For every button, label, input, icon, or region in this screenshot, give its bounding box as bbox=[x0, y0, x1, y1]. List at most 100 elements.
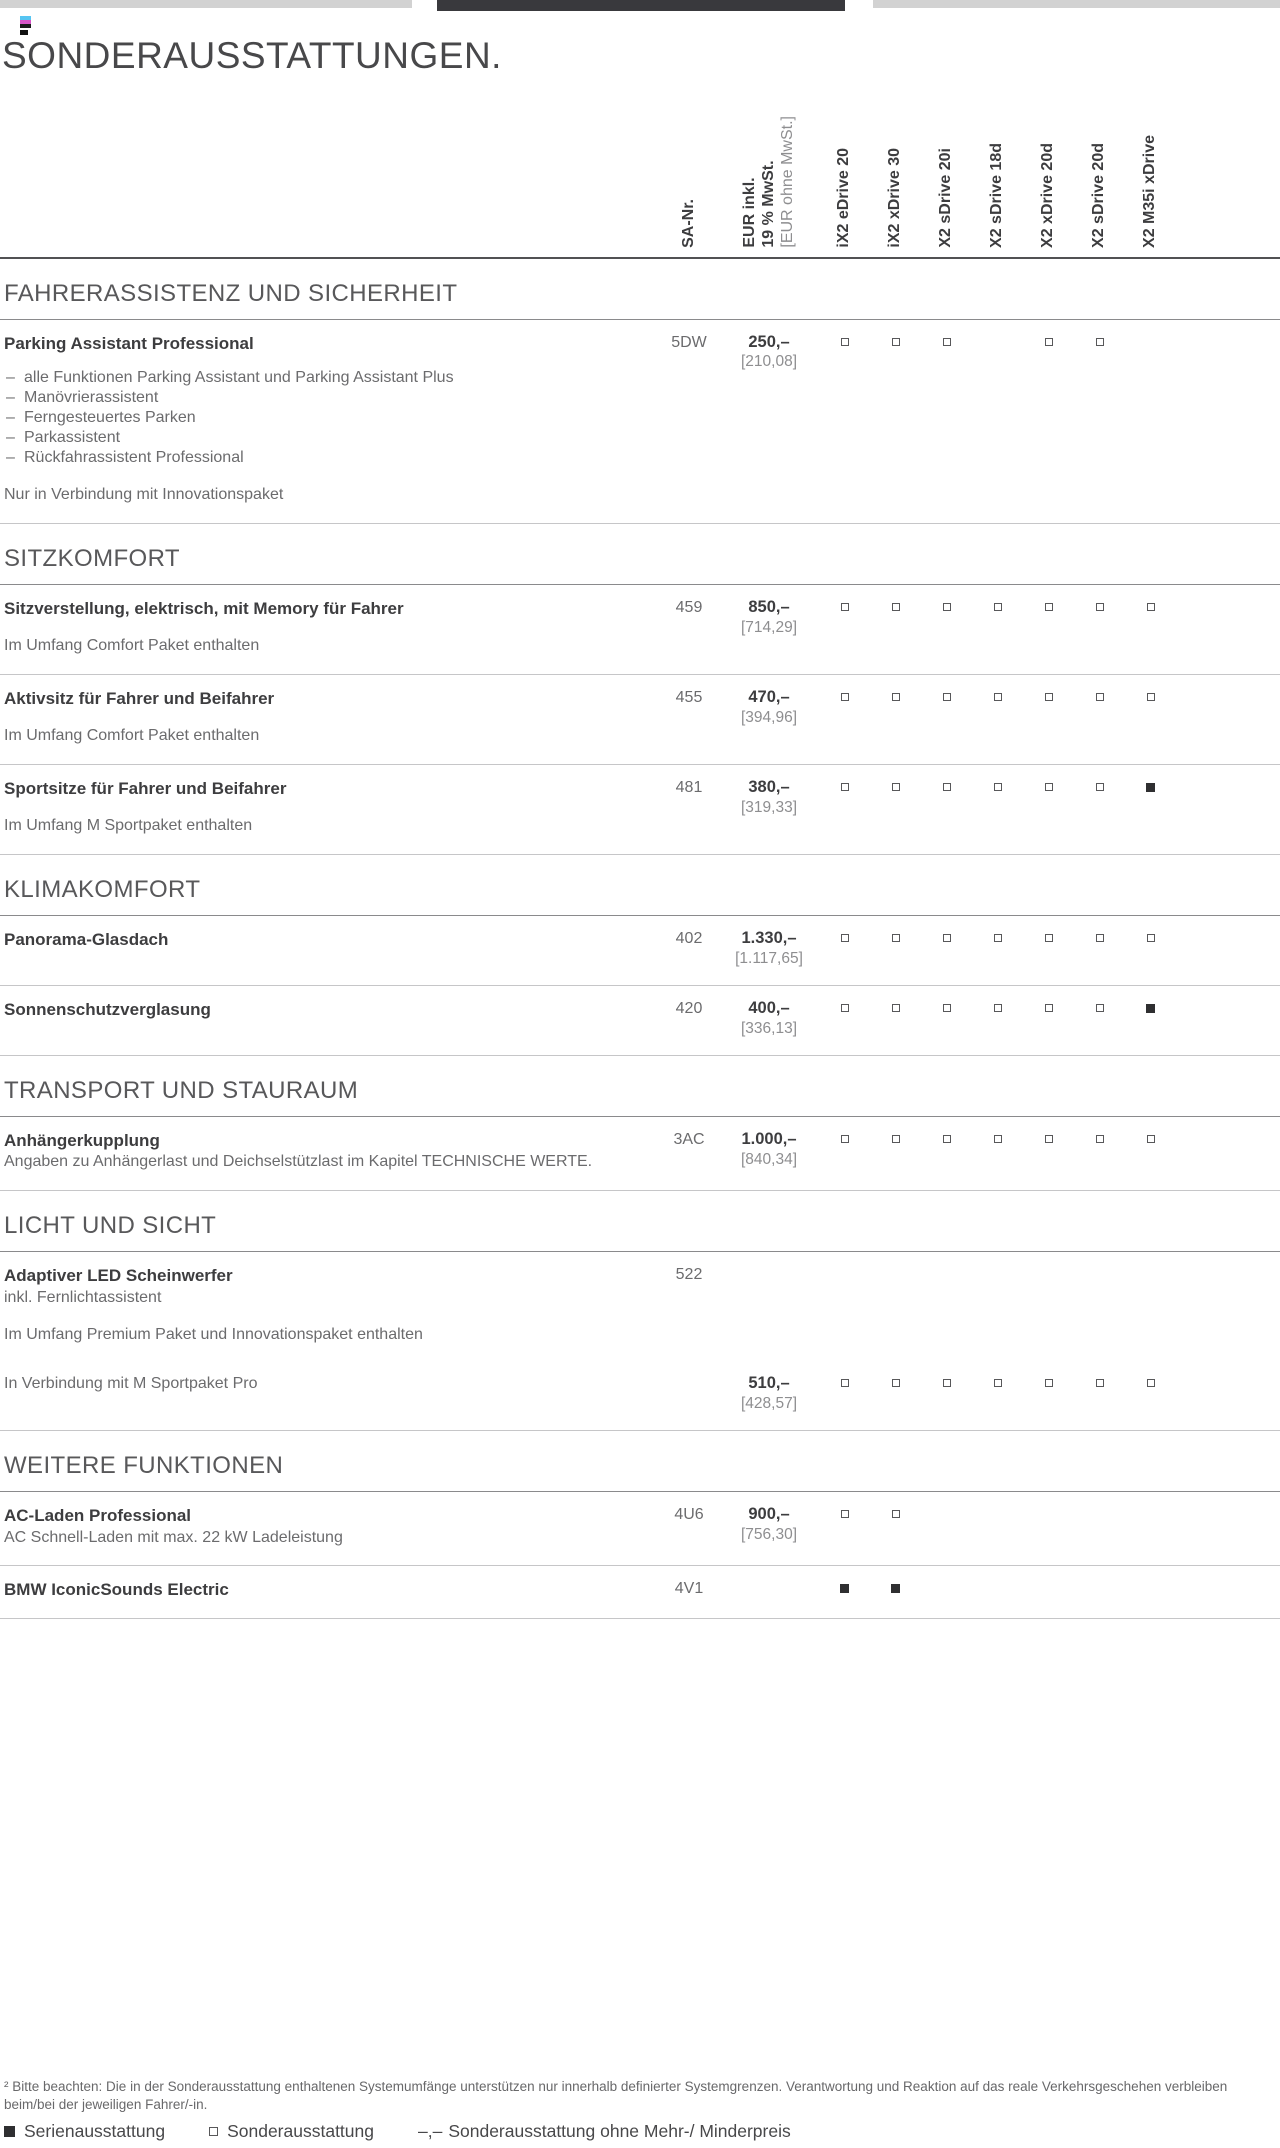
option-note: Im Umfang M Sportpaket enthalten bbox=[4, 817, 253, 835]
optional-equipment-box-icon bbox=[840, 782, 849, 791]
availability-cell bbox=[1023, 1505, 1074, 1548]
option-bullet: Rückfahrassistent Professional bbox=[4, 448, 659, 468]
option-text-cell: AC-Laden Professional AC Schnell-Laden mi… bbox=[4, 1505, 659, 1548]
optional-equipment-box-icon bbox=[840, 602, 849, 611]
eur-header-line: EUR inkl. bbox=[740, 177, 758, 248]
availability-cell bbox=[1074, 999, 1125, 1038]
optional-equipment-box-icon bbox=[1044, 782, 1053, 791]
availability-cell bbox=[870, 1374, 921, 1413]
option-name: BMW IconicSounds Electric bbox=[4, 1580, 229, 1600]
legend-item: Serienausstattung bbox=[4, 2121, 165, 2142]
sa-number: 522 bbox=[675, 1266, 703, 1284]
option-bullet: alle Funktionen Parking Assistant und Pa… bbox=[4, 368, 659, 388]
optional-equipment-box-icon bbox=[942, 1379, 951, 1388]
availability-cell bbox=[1125, 1374, 1176, 1413]
availability-cell bbox=[819, 598, 870, 657]
price-cell bbox=[719, 1265, 819, 1346]
legend-item: Sonderausstattung bbox=[209, 2121, 374, 2142]
optional-equipment-box-icon bbox=[891, 692, 900, 701]
optional-equipment-box-icon bbox=[1044, 1379, 1053, 1388]
optional-equipment-box-icon bbox=[891, 337, 900, 346]
option-row-line: Adaptiver LED Scheinwerfer inkl. Fernlich… bbox=[0, 1265, 1280, 1346]
legend-symbol bbox=[4, 2126, 15, 2137]
optional-equipment-box-icon bbox=[840, 1135, 849, 1144]
availability-cell bbox=[972, 1579, 1023, 1600]
availability-cell bbox=[972, 688, 1023, 747]
footnote: ² Bitte beachten: Die in der Sonderausst… bbox=[4, 2079, 1228, 2113]
price-gross: 510,– bbox=[748, 1374, 790, 1393]
availability-cell bbox=[819, 688, 870, 747]
section-title: LICHT UND SICHT bbox=[0, 1191, 1280, 1253]
availability-cell bbox=[921, 778, 972, 837]
sa-number: 420 bbox=[675, 1000, 703, 1018]
model-name-label: X2 sDrive 20i bbox=[937, 148, 955, 248]
table-header-row: SA-Nr. EUR inkl. 19 % MwSt. [EUR ohne MwSt.… bbox=[0, 81, 1280, 259]
availability-cell bbox=[819, 1265, 870, 1346]
availability-cell bbox=[921, 929, 972, 968]
column-header-model: iX2 xDrive 30 bbox=[870, 81, 921, 257]
option-row-line: AC-Laden Professional AC Schnell-Laden mi… bbox=[0, 1505, 1280, 1548]
availability-cell bbox=[972, 598, 1023, 657]
option-row-line: Sonnenschutzverglasung 420 400,– [336,13] bbox=[0, 999, 1280, 1038]
availability-cell bbox=[1125, 598, 1176, 657]
price-cell: 400,– [336,13] bbox=[719, 999, 819, 1038]
option-row-line: Parking Assistant Professional alle Funkt… bbox=[0, 333, 1280, 506]
option-row: Adaptiver LED Scheinwerfer inkl. Fernlich… bbox=[0, 1252, 1280, 1432]
optional-equipment-box-icon bbox=[891, 602, 900, 611]
availability-cell bbox=[870, 1505, 921, 1548]
availability-cell bbox=[819, 778, 870, 837]
print-bar-dark bbox=[437, 0, 845, 11]
option-name: Sonnenschutzverglasung bbox=[4, 1000, 211, 1020]
option-row-line: Sportsitze für Fahrer und Beifahrer Im Um… bbox=[0, 778, 1280, 837]
availability-cell bbox=[870, 929, 921, 968]
column-header-model: iX2 eDrive 20 bbox=[819, 81, 870, 257]
optional-equipment-box-icon bbox=[891, 933, 900, 942]
section-title: KLIMAKOMFORT bbox=[0, 855, 1280, 916]
option-text-cell: Sonnenschutzverglasung bbox=[4, 999, 659, 1038]
availability-cell bbox=[870, 1265, 921, 1346]
availability-cell bbox=[1074, 1374, 1125, 1413]
availability-cell bbox=[819, 929, 870, 968]
option-row-line: Anhängerkupplung Angaben zu Anhängerlast … bbox=[0, 1130, 1280, 1173]
availability-cell bbox=[1125, 999, 1176, 1038]
optional-equipment-box-icon bbox=[1044, 602, 1053, 611]
availability-cell bbox=[972, 778, 1023, 837]
optional-equipment-box-icon bbox=[1095, 782, 1104, 791]
optional-equipment-box-icon bbox=[891, 1379, 900, 1388]
optional-equipment-box-icon bbox=[1044, 1135, 1053, 1144]
option-row: AC-Laden Professional AC Schnell-Laden mi… bbox=[0, 1492, 1280, 1567]
option-note: Nur in Verbindung mit Innovationspaket bbox=[4, 485, 284, 503]
legend-label: Serienausstattung bbox=[24, 2121, 166, 2141]
availability-cell bbox=[1074, 688, 1125, 747]
price-gross: 470,– bbox=[748, 687, 790, 706]
availability-cell bbox=[1074, 598, 1125, 657]
availability-cell bbox=[1074, 929, 1125, 968]
availability-cell bbox=[870, 778, 921, 837]
availability-cell bbox=[819, 1579, 870, 1600]
optional-equipment-box-icon bbox=[1095, 1135, 1104, 1144]
optional-equipment-box-icon bbox=[942, 933, 951, 942]
availability-cell bbox=[870, 999, 921, 1038]
availability-cell bbox=[972, 999, 1023, 1038]
legend-item: –,– Sonderausstattung ohne Mehr-/ Minderp… bbox=[418, 2121, 791, 2142]
availability-cell bbox=[870, 1130, 921, 1173]
availability-cell bbox=[1074, 1579, 1125, 1600]
availability-cell bbox=[819, 1505, 870, 1548]
column-header-model: X2 sDrive 20i bbox=[921, 81, 972, 257]
optional-equipment-box-icon bbox=[891, 1004, 900, 1013]
availability-cell bbox=[921, 1374, 972, 1413]
price-cell bbox=[719, 1579, 819, 1600]
availability-cell bbox=[1023, 778, 1074, 837]
availability-cell bbox=[1125, 1579, 1176, 1600]
availability-cell bbox=[1023, 1130, 1074, 1173]
column-header-sa: SA-Nr. bbox=[659, 81, 719, 257]
availability-cell bbox=[1023, 598, 1074, 657]
model-name-label: iX2 eDrive 20 bbox=[835, 148, 853, 248]
print-bar-left bbox=[0, 0, 412, 8]
option-row-line: In Verbindung mit M Sportpaket Pro 510,–[… bbox=[0, 1374, 1280, 1413]
availability-cell bbox=[870, 688, 921, 747]
optional-equipment-box-icon bbox=[942, 602, 951, 611]
sa-number: 4V1 bbox=[674, 1580, 704, 1598]
price-net: [210,08] bbox=[740, 353, 798, 371]
model-name-label: X2 M35i xDrive bbox=[1141, 134, 1159, 248]
